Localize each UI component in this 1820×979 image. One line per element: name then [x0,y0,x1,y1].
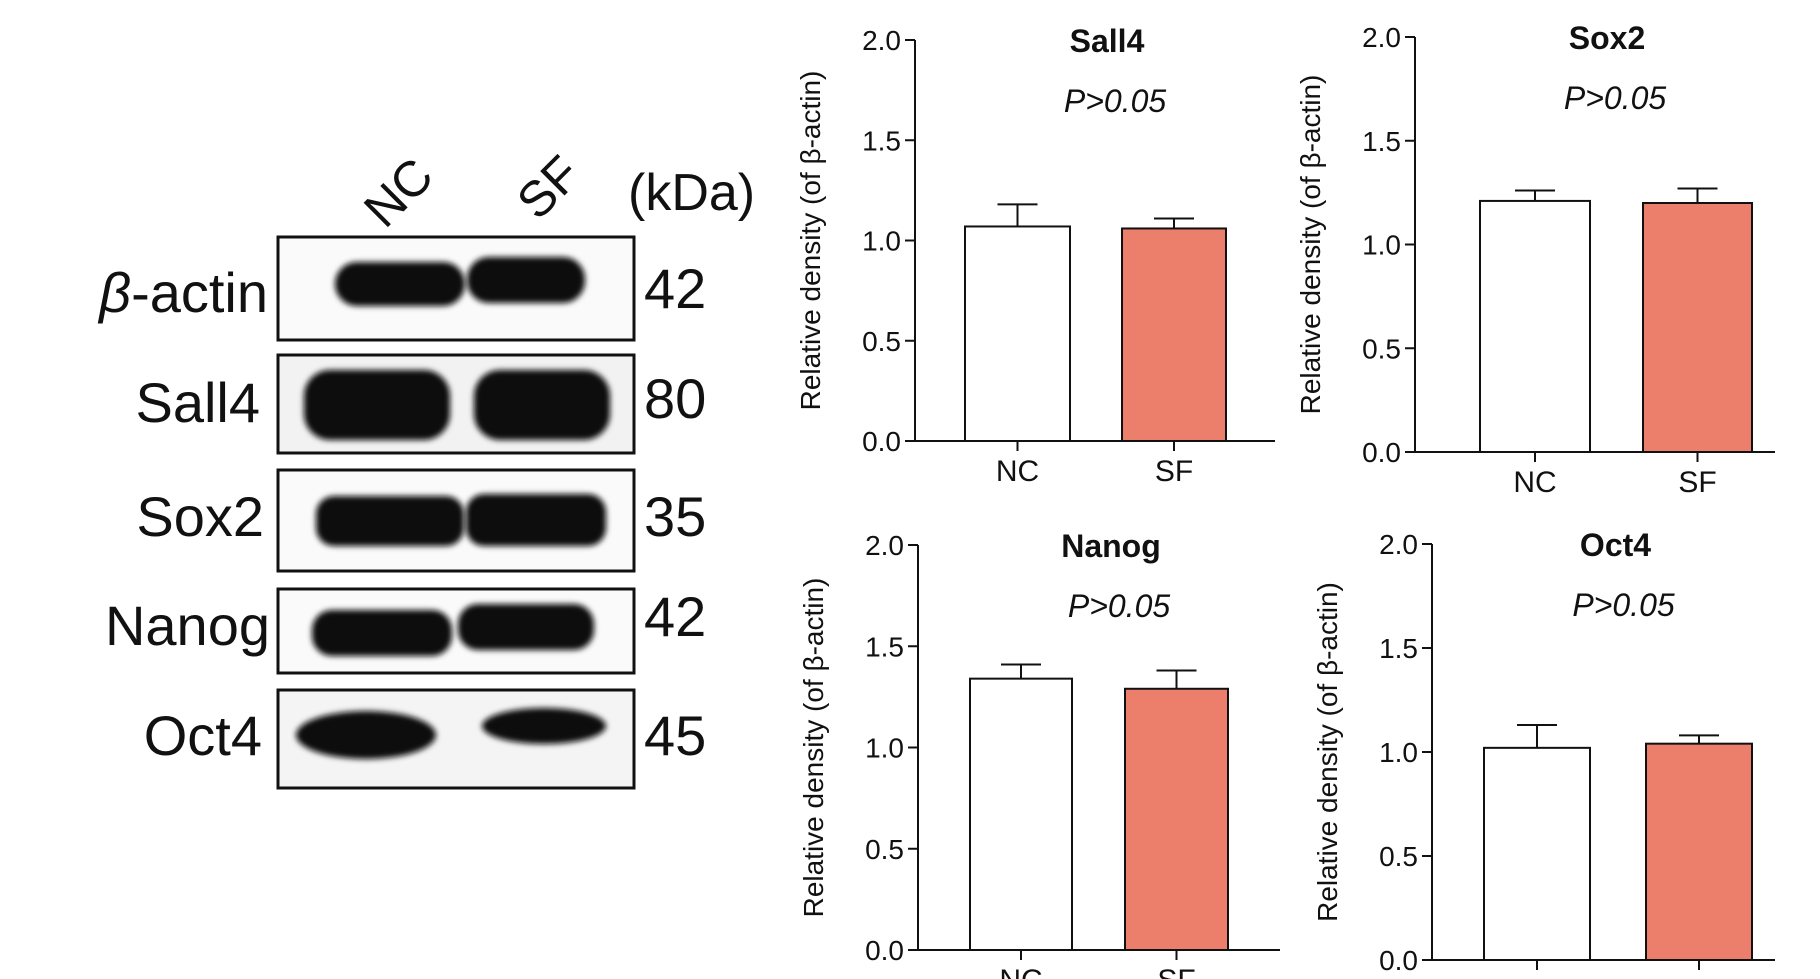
p-value-annotation: P>0.05 [1564,80,1667,116]
y-tick-label: 0.0 [1379,945,1418,976]
blot-row-sox2: Sox2 35 [136,468,706,573]
chart-sall4: 0.0 0.5 1.0 1.5 2.0 Relative density (of β-ac… [795,23,1275,488]
kda-unit-label: (kDa) [628,164,755,222]
bar-nc [1479,199,1591,453]
blot-band-sf [467,257,585,303]
bar-sf [1124,687,1229,952]
y-axis-label: Relative density (of β-actin) [1312,582,1343,922]
blot-row-label: Sox2 [136,485,264,548]
y-tick-label: 0.5 [862,326,901,357]
blot-band-nc [316,496,464,546]
chart-sox2: 0.0 0.5 1.0 1.5 2.0 Relative density (of β-ac… [1295,20,1775,499]
blot-band-sf [482,708,606,744]
y-tick-label: 1.0 [862,226,901,257]
y-tick-label: 0.0 [1362,437,1401,468]
x-tick-label: NC [1513,466,1556,499]
bar-sf [1642,202,1753,453]
y-tick-label: 1.0 [1379,737,1418,768]
y-axis-label: Relative density (of β-actin) [1295,75,1326,415]
x-tick-label: NC [996,455,1039,488]
p-value-annotation: P>0.05 [1572,587,1675,623]
p-value-annotation: P>0.05 [1068,588,1171,624]
blot-row-kda: 45 [644,704,706,767]
chart-title: Sall4 [1070,23,1145,59]
blot-band-nc [312,610,452,656]
y-tick-label: 1.5 [862,125,901,156]
blot-row-kda: 35 [644,485,706,548]
blot-band-sf [466,494,606,546]
chart-nanog: 0.0 0.5 1.0 1.5 2.0 Relative density (of β-ac… [798,528,1280,979]
blot-row-kda: 42 [644,585,706,648]
y-tick-label: 0.5 [1362,333,1401,364]
blot-row-kda: 80 [644,367,706,430]
bar-group-1 [1645,742,1753,961]
blot-row-label: Sall4 [135,371,260,434]
y-tick-label: 1.0 [865,733,904,764]
chart-oct4: 0.0 0.5 1.0 1.5 2.0 Relative density (of β-ac… [1312,527,1775,976]
y-tick-label: 1.5 [1379,633,1418,664]
chart-title: Sox2 [1569,20,1645,56]
blot-row-beta-actin: β-actin 42 [97,235,706,342]
blot-row-sall4: Sall4 80 [135,353,706,455]
bar-sf [1121,227,1227,442]
blot-row-label: Nanog [105,594,270,657]
y-tick-label: 0.0 [865,935,904,966]
blot-row-nanog: Nanog 42 [105,585,706,675]
blot-band-nc [296,711,436,759]
y-tick-label: 2.0 [1362,22,1401,53]
y-tick-label: 0.5 [1379,841,1418,872]
y-axis-label: Relative density (of β-actin) [798,578,829,918]
x-tick-label: SF [1678,466,1716,499]
blot-row-label: Oct4 [144,704,262,767]
western-blot-panel: NC SF (kDa) β-actin 42 Sall4 80 Sox2 35 … [97,145,755,790]
blot-band-sf [474,370,610,440]
bar-nc [964,225,1071,442]
y-tick-label: 1.5 [1362,126,1401,157]
y-axis-label: Relative density (of β-actin) [795,71,826,411]
y-tick-label: 1.0 [1362,230,1401,261]
x-tick-label: SF [1157,964,1195,979]
y-tick-label: 0.5 [865,834,904,865]
blot-band-nc [335,262,465,306]
y-tick-label: 2.0 [1379,529,1418,560]
blot-row-oct4: Oct4 45 [144,688,706,790]
chart-title: Oct4 [1580,527,1651,563]
y-tick-label: 1.5 [865,631,904,662]
bar-group-0 [1483,746,1591,962]
blot-row-label: β-actin [97,261,268,324]
bar-nc [969,677,1073,952]
y-tick-label: 2.0 [865,530,904,561]
blot-band-sf [458,604,594,650]
y-tick-label: 0.0 [862,426,901,457]
y-tick-label: 2.0 [862,25,901,56]
x-tick-label: SF [1155,455,1193,488]
blot-row-kda: 42 [644,257,706,320]
blot-band-nc [304,370,450,440]
x-tick-label: NC [999,964,1042,979]
p-value-annotation: P>0.05 [1064,83,1167,119]
chart-title: Nanog [1061,528,1161,564]
